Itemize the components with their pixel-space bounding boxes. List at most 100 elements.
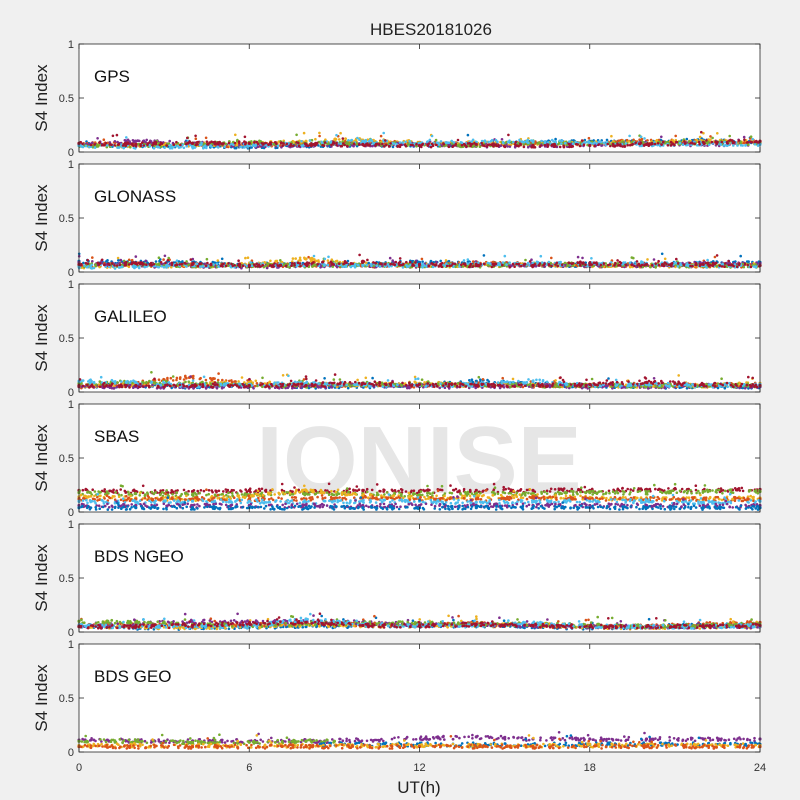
data-point [329,260,333,264]
data-point [682,263,686,267]
data-point [152,263,156,266]
data-point [375,264,379,268]
data-point [567,142,571,146]
data-point [705,266,708,269]
data-point [519,142,522,146]
data-point [285,142,289,146]
data-point [558,139,561,143]
data-point [427,142,431,145]
data-point [599,140,603,144]
data-point [202,265,205,268]
data-point [146,143,149,146]
data-point [294,257,298,260]
data-point [674,140,678,144]
data-point [284,264,288,268]
data-point [191,146,195,150]
data-point [290,262,294,265]
data-point [713,255,717,259]
data-point [352,144,355,148]
data-point [253,141,256,144]
data-point [200,141,203,145]
data-point [681,143,685,146]
data-point [318,131,321,135]
data-point [597,143,600,147]
data-point [139,143,142,146]
data-point [434,138,438,142]
data-point [590,257,593,260]
data-point [568,140,571,143]
data-point [408,139,412,143]
data-point [695,138,699,142]
data-point [234,133,237,137]
data-point [145,263,148,267]
data-point [326,142,329,146]
data-point [382,131,386,135]
data-point [219,264,223,268]
data-point [102,138,106,141]
data-point [496,144,500,148]
data-point [110,143,113,146]
data-point [170,263,174,267]
data-point [547,141,550,144]
data-point [640,263,644,267]
data-point [137,266,141,269]
y-tick-label: 0 [68,147,74,159]
data-point [646,258,649,261]
data-point [321,261,324,264]
data-point [418,264,421,268]
data-point [86,258,89,262]
data-point [560,142,563,145]
data-point [709,135,712,138]
data-point [488,143,491,146]
data-point [627,140,631,143]
data-point [661,140,665,144]
data-point [100,258,104,262]
data-point [401,141,404,144]
data-point [576,261,580,265]
data-point [742,135,746,139]
data-point [651,263,654,267]
data-point [586,140,590,144]
data-point [440,265,444,269]
data-point [302,131,306,135]
data-point [293,263,296,267]
data-point [80,145,84,149]
data-point [420,262,424,266]
data-point [343,265,346,268]
data-point [354,139,358,142]
data-point [508,261,512,265]
data-point [225,145,229,148]
data-point [528,260,532,263]
data-point [134,255,138,258]
data-point [356,263,360,267]
data-point [503,254,507,258]
data-point [628,265,632,269]
data-point [706,258,709,262]
data-point [582,261,585,264]
data-point [213,140,217,144]
data-point [311,265,314,268]
data-point [164,261,167,265]
data-point [398,263,401,267]
data-point [508,266,512,269]
data-point [370,139,374,143]
data-point [403,143,407,146]
data-point [550,264,553,268]
data-point [132,265,136,269]
data-point [747,143,750,146]
data-point [378,143,381,146]
data-point [588,261,592,264]
data-point [130,258,134,262]
data-point [506,145,509,148]
data-point [309,143,313,147]
data-point [456,138,460,142]
data-point [554,263,557,266]
data-point [342,262,346,266]
data-point [212,263,215,266]
data-point [380,264,384,268]
data-point [525,140,529,143]
data-point [616,142,619,145]
data-point [599,263,603,267]
